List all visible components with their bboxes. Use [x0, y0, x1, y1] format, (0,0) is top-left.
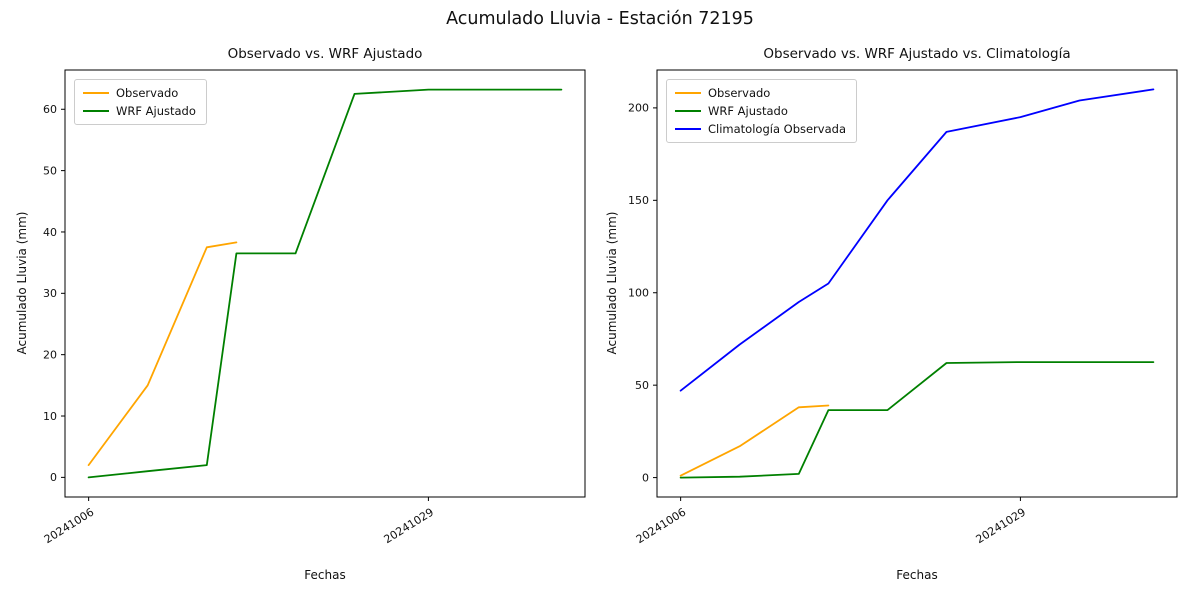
y-tick-label: 10 [43, 410, 57, 423]
line-wrf-ajustado [679, 361, 1155, 479]
legend-label: WRF Ajustado [708, 104, 788, 118]
x-axis-label-left: Fechas [304, 568, 346, 582]
x-axis-label-right: Fechas [896, 568, 938, 582]
axes-frame [656, 69, 1178, 498]
y-tick-label: 100 [628, 287, 649, 300]
y-axis-label-right: Acumulado Lluvia (mm) [605, 211, 619, 355]
y-axis-label-left: Acumulado Lluvia (mm) [15, 211, 29, 355]
legend-line-swatch [675, 92, 701, 94]
legend-line-swatch [675, 128, 701, 130]
legend-line-swatch [675, 110, 701, 112]
axes-frame [64, 69, 586, 498]
legend-right: Observado WRF Ajustado Climatología Observ… [666, 79, 857, 143]
legend-entry-observado: Observado [83, 86, 196, 100]
y-tick-label: 40 [43, 226, 57, 239]
y-tick-label: 20 [43, 348, 57, 361]
legend-entry-climatologia-observada: Climatología Observada [675, 122, 846, 136]
y-tick-label: 0 [50, 471, 57, 484]
x-tick-label: 20241029 [974, 506, 1028, 547]
legend-entry-wrf-ajustado: WRF Ajustado [675, 104, 846, 118]
legend-label: Observado [708, 86, 771, 100]
line-observado [87, 241, 238, 467]
subplot-title-right: Observado vs. WRF Ajustado vs. Climatolo… [763, 46, 1071, 62]
y-tick-label: 200 [628, 102, 649, 115]
x-tick-label: 20241029 [382, 506, 436, 547]
legend-label: Observado [116, 86, 179, 100]
x-tick-label: 20241006 [42, 506, 96, 547]
x-tick-label: 20241006 [634, 506, 688, 547]
legend-entry-observado: Observado [675, 86, 846, 100]
y-tick-label: 60 [43, 103, 57, 116]
legend-entry-wrf-ajustado: WRF Ajustado [83, 104, 196, 118]
y-tick-label: 0 [642, 471, 649, 484]
legend-label: Climatología Observada [708, 122, 846, 136]
legend-label: WRF Ajustado [116, 104, 196, 118]
line-climatologia-observada [679, 88, 1155, 392]
legend-line-swatch [83, 110, 109, 112]
subplot-title-left: Observado vs. WRF Ajustado [227, 46, 423, 62]
y-tick-label: 50 [43, 164, 57, 177]
line-observado [679, 404, 830, 477]
legend-line-swatch [83, 92, 109, 94]
y-tick-label: 30 [43, 287, 57, 300]
line-wrf-ajustado [87, 88, 563, 479]
figure-title: Acumulado Lluvia - Estación 72195 [446, 9, 754, 29]
legend-left: Observado WRF Ajustado [74, 79, 207, 125]
y-tick-label: 50 [635, 379, 649, 392]
y-tick-label: 150 [628, 194, 649, 207]
